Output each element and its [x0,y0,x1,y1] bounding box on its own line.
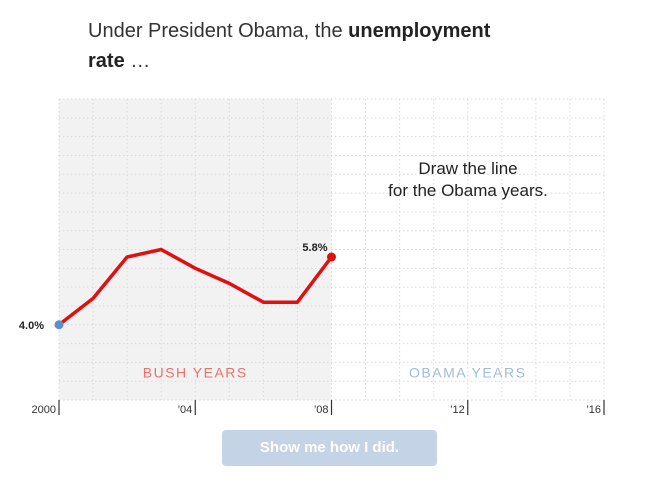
unemployment-chart[interactable]: 2000 ’04 ’08 ’12 ’16 4.0% 5.8% BUSH YEARS OB… [0,0,667,425]
show-me-button[interactable]: Show me how I did. [222,430,437,466]
x-tick-label: ’08 [314,404,329,416]
x-axis: 2000 ’04 ’08 ’12 ’16 [32,400,605,416]
start-point [54,320,64,330]
draw-prompt-line-1: Draw the line [418,159,517,178]
end-point [327,252,336,262]
bush-years-label: BUSH YEARS [143,364,248,380]
unemployment-line [57,247,334,327]
headline: Under President Obama, the unemployment r… [88,16,558,76]
end-value-label: 5.8% [302,242,327,254]
x-tick-label: ’04 [178,404,193,416]
start-value-label: 4.0% [19,320,44,332]
headline-bold-1: unemployment [348,20,491,42]
obama-years-label: OBAMA YEARS [409,364,526,380]
x-tick-label: ’16 [586,404,601,416]
headline-text-2: … [124,50,151,72]
x-tick-label: 2000 [32,404,56,416]
headline-bold-2: rate [88,50,125,72]
x-tick-label: ’12 [450,404,465,416]
draw-prompt-line-2: for the Obama years. [388,181,548,200]
headline-text-1: Under President Obama, the [88,20,349,42]
